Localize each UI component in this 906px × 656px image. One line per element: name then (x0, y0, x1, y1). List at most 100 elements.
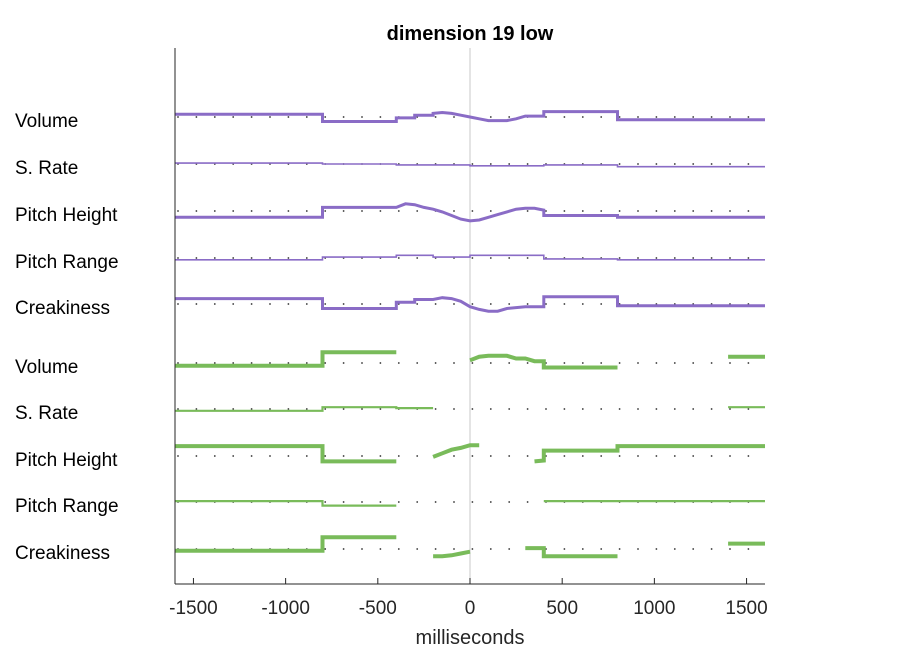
baseline-dot (618, 548, 621, 550)
baseline-dot (305, 362, 308, 364)
baseline-dot (305, 455, 308, 457)
baseline-dot (600, 548, 603, 550)
baseline-dot (379, 210, 382, 212)
baseline-dot (729, 408, 731, 410)
baseline-dot (526, 408, 529, 410)
series-line (432, 443, 480, 459)
baseline-dot (673, 210, 676, 212)
row-labels: Volume S. Rate Pitch Height Pitch Range Crea… (15, 111, 119, 564)
baseline-dot (673, 257, 676, 259)
baseline-dot (637, 210, 639, 212)
baseline-dot (637, 362, 639, 364)
baseline-dot (195, 116, 198, 118)
baseline-dot (250, 210, 253, 212)
baseline-dots (177, 116, 750, 118)
x-tick-label: -1500 (169, 598, 218, 619)
baseline-dot (287, 210, 290, 212)
baseline-dot (213, 303, 216, 305)
baseline-dot (232, 257, 235, 259)
baseline-dot (453, 116, 455, 118)
baseline-dot (324, 455, 327, 457)
baseline-dot (416, 210, 419, 212)
baseline-dot (655, 257, 658, 259)
baseline-dot (342, 116, 345, 118)
baseline-dot (729, 548, 731, 550)
baseline-dot (747, 163, 750, 165)
baseline-dot (508, 408, 511, 410)
baseline-dot (526, 362, 529, 364)
baseline-dot (177, 116, 179, 118)
baseline-dot (361, 116, 363, 118)
baseline-dots (177, 257, 750, 259)
baseline-dot (177, 210, 179, 212)
baseline-dot (673, 116, 676, 118)
baseline-dot (324, 303, 327, 305)
baseline-dot (471, 408, 474, 410)
baseline-dot (213, 408, 216, 410)
series-line (175, 406, 434, 412)
baseline-dot (655, 116, 658, 118)
baseline-dot (692, 548, 695, 550)
baseline-dot (287, 455, 290, 457)
baseline-dot (508, 501, 511, 503)
baseline-dot (342, 362, 345, 364)
baseline-dot (324, 408, 327, 410)
baseline-dot (673, 548, 676, 550)
baseline-dot (655, 455, 658, 457)
row-label: Volume (15, 111, 78, 132)
baseline-dot (563, 303, 566, 305)
baseline-dot (269, 116, 271, 118)
baseline-dot (195, 257, 198, 259)
baseline-dot (471, 548, 474, 550)
baseline-dot (471, 257, 474, 259)
baseline-dot (673, 408, 676, 410)
baseline-dot (232, 455, 235, 457)
baseline-dot (250, 455, 253, 457)
baseline-dot (600, 303, 603, 305)
baseline-dot (692, 210, 695, 212)
baseline-dot (710, 362, 713, 364)
baseline-dot (581, 548, 584, 550)
baseline-dot (177, 303, 179, 305)
baseline-dot (232, 303, 235, 305)
baseline-dot (471, 163, 474, 165)
series-line (175, 254, 765, 261)
baseline-dot (563, 116, 566, 118)
series-line (175, 162, 765, 168)
baseline-dot (747, 116, 750, 118)
baseline-dot (434, 362, 437, 364)
row-label: Creakiness (15, 543, 110, 564)
baseline-dot (379, 501, 382, 503)
baseline-dot (342, 501, 345, 503)
baseline-dot (618, 362, 621, 364)
baseline-dot (747, 362, 750, 364)
baseline-dot (489, 303, 492, 305)
axes: -1500 -1000 -500 0 500 1000 1500 (169, 48, 768, 619)
baseline-dot (305, 210, 308, 212)
baseline-dot (489, 548, 492, 550)
baseline-dot (177, 257, 179, 259)
baseline-dot (618, 257, 621, 259)
baseline-dot (673, 362, 676, 364)
baseline-dot (379, 362, 382, 364)
row-label: Pitch Height (15, 450, 118, 471)
baseline-dot (195, 210, 198, 212)
baseline-dot (416, 501, 419, 503)
baseline-dot (526, 455, 529, 457)
baseline-dot (692, 362, 695, 364)
baseline-dot (489, 501, 492, 503)
baseline-dot (305, 116, 308, 118)
baseline-dot (489, 455, 492, 457)
x-tick-label: -1000 (261, 598, 310, 619)
baseline-dot (600, 362, 603, 364)
baseline-dot (195, 455, 198, 457)
baseline-dot (434, 303, 437, 305)
baseline-dot (250, 362, 253, 364)
baseline-dot (397, 548, 400, 550)
baseline-dot (692, 257, 695, 259)
baseline-dot (324, 116, 327, 118)
baseline-dot (747, 455, 750, 457)
baseline-dot (655, 362, 658, 364)
baseline-dot (471, 210, 474, 212)
